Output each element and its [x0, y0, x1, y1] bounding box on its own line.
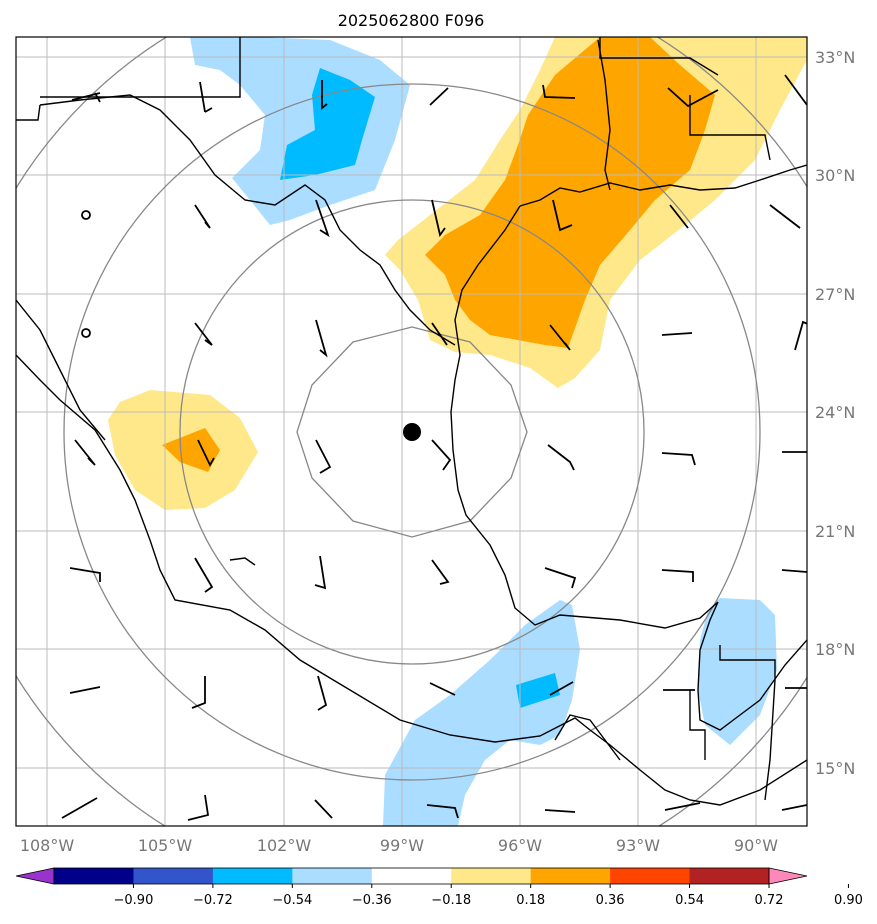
- map-frame: [15, 36, 808, 827]
- us-state-border-nm: [40, 37, 241, 98]
- colorbar-outline: [53, 867, 770, 885]
- anomaly-fills: [108, 37, 807, 826]
- negative-anomaly-light-region-south: [383, 600, 580, 826]
- guatemala-border: [554, 714, 621, 761]
- lon-tick-label: 90°W: [734, 836, 778, 855]
- lon-tick-label: 99°W: [380, 836, 424, 855]
- lake-outline-west: [229, 557, 256, 566]
- positive-anomaly-strong-region-west: [162, 428, 220, 472]
- us-state-border-la: [597, 39, 611, 191]
- colorbar-tick-label: 0.90: [834, 893, 863, 908]
- colorbar-segment: [371, 868, 452, 884]
- negative-anomaly-strong-region-north: [280, 68, 375, 180]
- coastline-pacific: [16, 354, 807, 806]
- lon-tick-label: 96°W: [498, 836, 542, 855]
- colorbar-tick-label: −0.18: [431, 893, 471, 908]
- colorbar-tick-label: 0.18: [516, 893, 545, 908]
- colorbar-tick-label: −0.54: [272, 893, 312, 908]
- map-area: [16, 37, 807, 826]
- lat-tick-label: 30°N: [815, 166, 855, 185]
- lon-tick-label: 102°W: [257, 836, 312, 855]
- lon-tick-label: 108°W: [20, 836, 75, 855]
- map-gridlines: [16, 37, 807, 826]
- lat-tick-label: 33°N: [815, 48, 855, 67]
- negative-anomaly-strong-region-south: [516, 673, 560, 708]
- colorbar-segment: [610, 868, 691, 884]
- colorbar-segment: [54, 868, 134, 884]
- colorbar-segment: [451, 868, 532, 884]
- belize-guatemala-border: [689, 690, 706, 760]
- longitude-tick-labels: 108°W 105°W 102°W 99°W 96°W 93°W 90°W: [20, 836, 778, 855]
- lat-tick-label: 18°N: [815, 640, 855, 659]
- lat-tick-label: 27°N: [815, 285, 855, 304]
- calm-wind-markers: [81, 210, 91, 338]
- coastlines-and-borders: [16, 37, 807, 806]
- range-rings: [16, 37, 807, 826]
- colorbar-tick-label: −0.72: [193, 893, 233, 908]
- us-state-border-ms: [689, 95, 771, 161]
- positive-anomaly-strong-region-northeast: [425, 37, 715, 348]
- coastline-gulf-west: [450, 205, 719, 629]
- lat-tick-label: 24°N: [815, 403, 855, 422]
- colorbar-segment: [212, 868, 293, 884]
- lat-tick-label: 15°N: [815, 759, 855, 778]
- colorbar-segment: [292, 868, 373, 884]
- storm-center-marker: [403, 423, 421, 441]
- lon-tick-label: 105°W: [138, 836, 193, 855]
- yucatan-coast: [697, 601, 807, 731]
- colorbar-tick-label: 0.72: [755, 893, 784, 908]
- us-mexico-border: [39, 94, 456, 346]
- colorbar-segment: [133, 868, 214, 884]
- negative-anomaly-light-region-north: [190, 37, 410, 225]
- central-america-border: [719, 645, 776, 801]
- colorbar-segment: [689, 868, 770, 884]
- map-title: 2025062800 F096: [338, 11, 485, 30]
- colorbar-tick-label: 0.36: [596, 893, 625, 908]
- wind-barbs: [61, 74, 807, 821]
- river-border-detail: [16, 104, 41, 121]
- colorbar-extend-low: [15, 867, 55, 885]
- coastline-gulf-north: [519, 164, 807, 207]
- colorbar-extend-high: [768, 867, 808, 885]
- lat-tick-label: 21°N: [815, 522, 855, 541]
- lon-tick-label: 93°W: [616, 836, 660, 855]
- baja-coast: [16, 299, 106, 441]
- colorbar-tick-label: −0.90: [114, 893, 154, 908]
- latitude-tick-labels: 33°N 30°N 27°N 24°N 21°N 18°N 15°N: [815, 48, 855, 778]
- negative-anomaly-light-region-southeast: [698, 598, 777, 745]
- colorbar-tick-label: −0.36: [352, 893, 392, 908]
- colorbar-segment: [530, 868, 611, 884]
- colorbar-tick-label: 0.54: [675, 893, 704, 908]
- colorbar: −0.90 −0.72 −0.54 −0.36 −0.18 0.18 0.36 0.54 0.7…: [15, 867, 863, 908]
